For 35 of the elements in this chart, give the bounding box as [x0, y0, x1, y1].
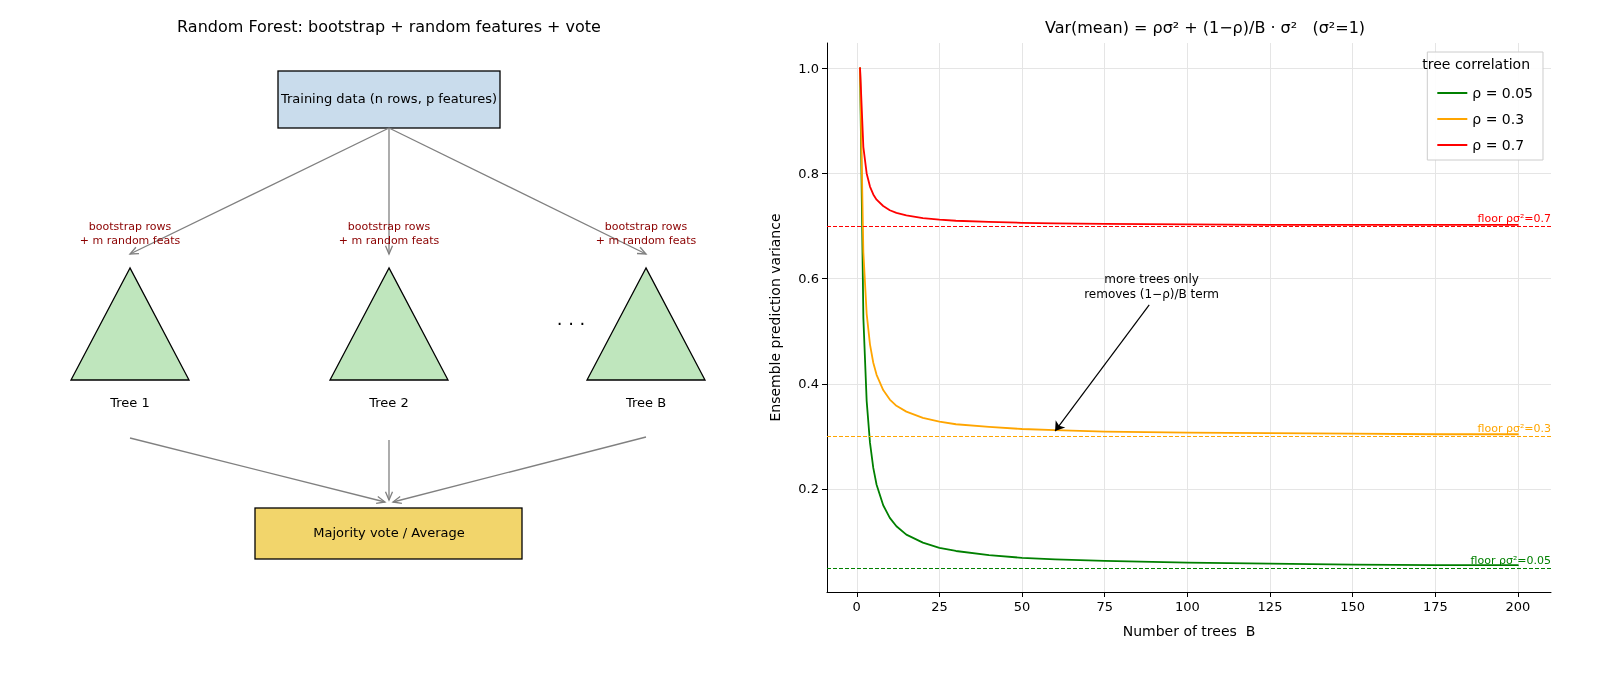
chart-title: Var(mean) = ρσ² + (1−ρ)/B · σ² (σ²=1) [1044, 17, 1366, 37]
text: bootstrap rows + m random feats [338, 220, 440, 247]
y-tick-label: 0.8 [798, 165, 819, 181]
y-tick-label: 0.6 [798, 271, 819, 287]
x-tick-label: 150 [1340, 599, 1366, 614]
x-tick-label: 75 [1096, 599, 1113, 614]
legend-label: ρ = 0.05 [1472, 85, 1534, 101]
text: . . . [556, 308, 586, 329]
legend-label: ρ = 0.7 [1472, 137, 1525, 153]
ref-line-label: floor ρσ²=0.7 [1477, 212, 1551, 225]
x-tick-label: 125 [1257, 599, 1283, 614]
text: Tree 2 [368, 394, 409, 410]
legend-title: tree correlation [1422, 56, 1530, 72]
legend-label: ρ = 0.3 [1472, 111, 1525, 127]
x-tick-label: 100 [1174, 599, 1200, 614]
y-tick-label: 0.2 [798, 481, 819, 497]
x-axis-title: Number of trees B [1122, 623, 1256, 639]
text: Tree B [624, 394, 667, 410]
ref-line-label: floor ρσ²=0.3 [1477, 422, 1551, 436]
y-axis-title: Ensemble prediction variance [767, 213, 783, 422]
text: Random Forest: bootstrap + random features + vote [177, 16, 601, 36]
text: bootstrap rows + m random feats [595, 220, 697, 247]
text: Majority vote / Average [313, 524, 465, 540]
text: bootstrap rows + m random feats [79, 220, 181, 247]
y-tick-label: 0.4 [798, 376, 819, 392]
text: Training data (n rows, p features) [279, 90, 498, 106]
x-tick-label: 50 [1013, 599, 1031, 614]
x-tick-label: 0 [852, 599, 861, 614]
y-tick-label: 1.0 [798, 60, 819, 76]
x-tick-label: 200 [1505, 599, 1531, 614]
ref-line-label: floor ρσ²=0.05 [1470, 553, 1551, 567]
text: Tree 1 [109, 394, 150, 410]
x-tick-label: 175 [1422, 599, 1448, 614]
x-tick-label: 25 [931, 599, 948, 614]
annotation: more trees only removes (1−ρ)/B term [1084, 272, 1220, 302]
